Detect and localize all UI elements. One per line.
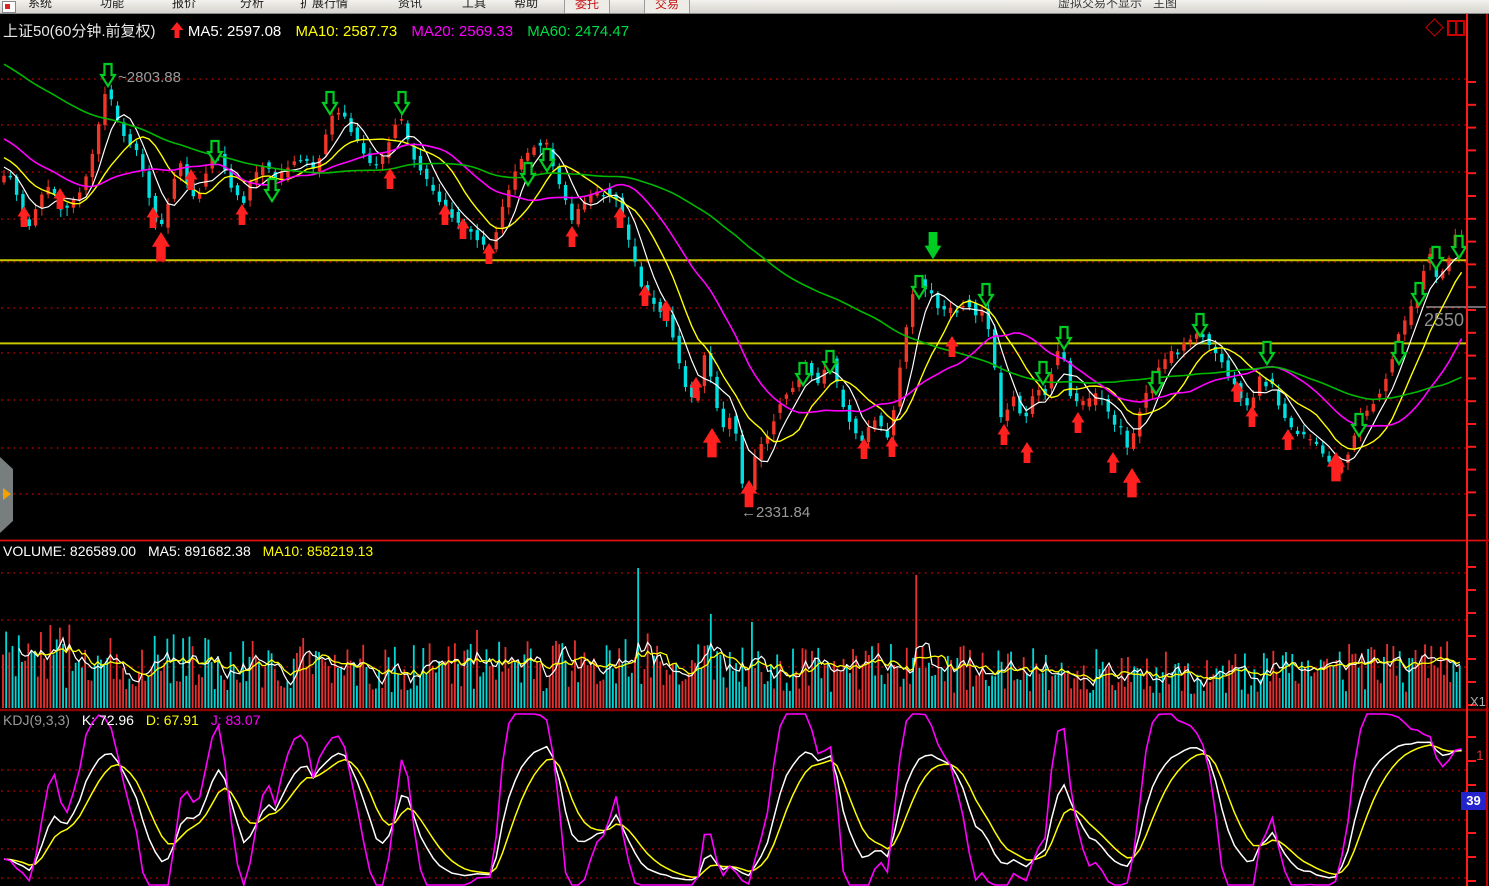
app-logo-icon[interactable] xyxy=(2,1,16,13)
menu-tools[interactable]: 工具 xyxy=(462,0,487,10)
sidebar-expand-tab[interactable] xyxy=(0,457,13,533)
volume-ma10-value: MA10: 858219.13 xyxy=(262,543,374,559)
menubar: 系统 功能 报价 分析 扩展行情 资讯 工具 帮助 委托 交易 虚拟交易不显示 … xyxy=(0,0,1489,14)
instrument-title: 上证50(60分钟.前复权) xyxy=(3,23,156,40)
volume-ma5-value: MA5: 891682.38 xyxy=(147,543,251,559)
menu-quote[interactable]: 报价 xyxy=(172,0,197,10)
split-window-icon[interactable] xyxy=(1447,20,1465,36)
kdj-j-value: J: 83.07 xyxy=(210,712,261,728)
kdj-current-value-badge: 39 xyxy=(1461,792,1486,810)
menu-right-status: 虚拟交易不显示 xyxy=(1058,0,1143,10)
volume-axis-x1-label: X1 xyxy=(1470,694,1486,709)
peak-price-annotation: ~2803.88 xyxy=(118,69,181,86)
menu-order-entry[interactable]: 委托 xyxy=(564,0,611,13)
main-pane-header: 上证50(60分钟.前复权) MA5: 2597.08 MA10: 2587.7… xyxy=(3,20,639,41)
kdj-params: KDJ(9,3,3) xyxy=(3,712,70,728)
volume-pane-header: VOLUME: 826589.00 MA5: 891682.38 MA10: 8… xyxy=(3,543,381,559)
kdj-k-value: K: 72.96 xyxy=(81,712,134,728)
menu-system[interactable]: 系统 xyxy=(28,0,53,10)
ma20-value: MA20: 2569.33 xyxy=(411,23,514,40)
trough-price-annotation: ←2331.84 xyxy=(741,504,811,521)
kdj-axis-tick-label: 1 xyxy=(1476,747,1484,763)
volume-value: VOLUME: 826589.00 xyxy=(3,543,137,559)
kdj-d-value: D: 67.91 xyxy=(145,712,199,728)
menu-help[interactable]: 帮助 xyxy=(514,0,539,10)
expand-arrow-icon xyxy=(3,488,11,500)
ma5-value: MA5: 2597.08 xyxy=(187,23,282,40)
menu-extended-quote[interactable]: 扩展行情 xyxy=(300,0,349,10)
menu-news[interactable]: 资讯 xyxy=(398,0,423,10)
ma10-value: MA10: 2587.73 xyxy=(295,23,398,40)
ma60-value: MA60: 2474.47 xyxy=(527,23,630,40)
kdj-pane-header: KDJ(9,3,3) K: 72.96 D: 67.91 J: 83.07 xyxy=(3,712,269,728)
menu-analysis[interactable]: 分析 xyxy=(240,0,265,10)
menu-function[interactable]: 功能 xyxy=(100,0,125,10)
signal-up-arrow-icon xyxy=(170,22,184,38)
price-level-2550-label: 2550 xyxy=(1424,310,1465,330)
menu-trade[interactable]: 交易 xyxy=(644,0,691,13)
menu-main-chart-label: 主图 xyxy=(1153,0,1178,10)
